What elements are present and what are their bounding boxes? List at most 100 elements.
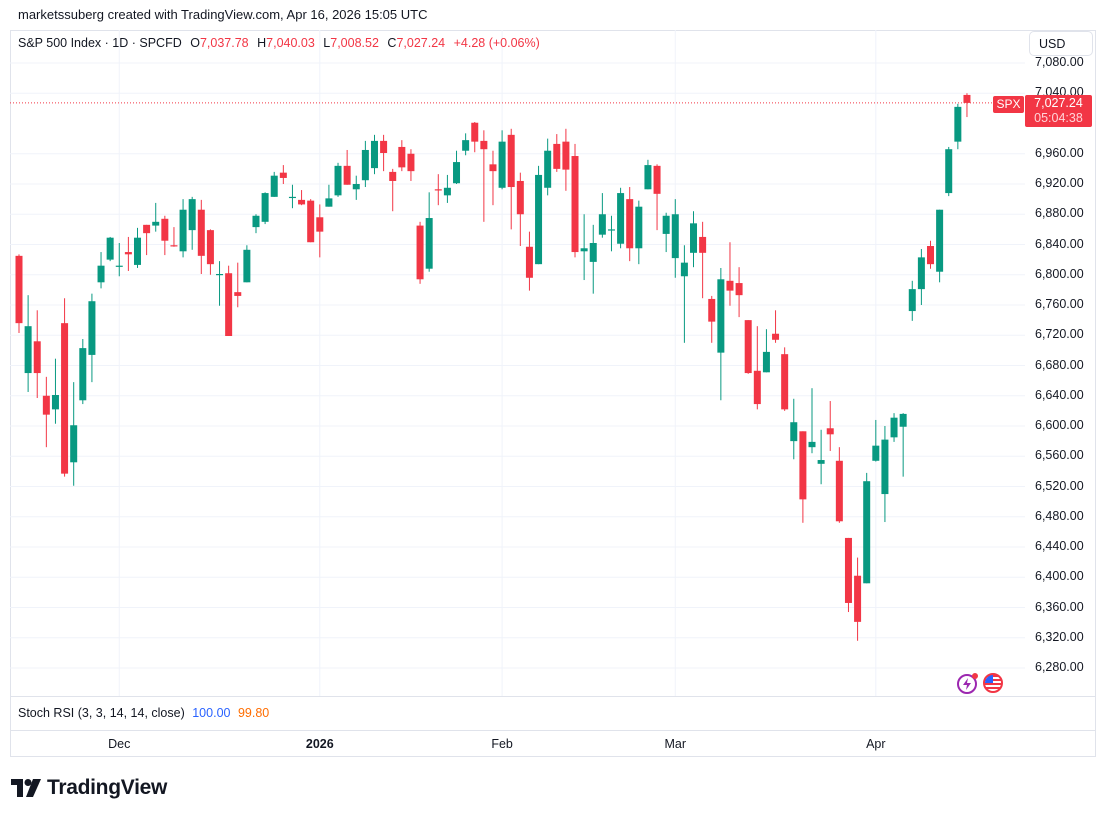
candle-up <box>24 326 32 374</box>
high-value: 7,040.03 <box>266 36 315 50</box>
candle-up <box>453 162 461 184</box>
last-price-value: 7,027.24 <box>1034 96 1083 110</box>
time-tick-label: Feb <box>491 737 513 751</box>
candle-up <box>662 215 670 234</box>
candle-up <box>607 229 615 231</box>
candle-down <box>826 428 834 435</box>
candle-up <box>97 265 105 283</box>
candle-up <box>179 209 187 252</box>
candle-up <box>243 249 251 283</box>
candle-down <box>197 209 205 256</box>
candle-up <box>188 199 196 231</box>
time-tick-label: Dec <box>108 737 131 751</box>
candle-down <box>389 171 397 181</box>
candle-up <box>617 193 625 244</box>
candle-down <box>480 140 488 150</box>
symbol-title[interactable]: S&P 500 Index · 1D · SPCFD <box>18 36 182 50</box>
candle-down <box>434 189 442 191</box>
time-tick-label: Mar <box>664 737 687 751</box>
candle-up <box>936 209 944 272</box>
candle-up <box>580 248 588 252</box>
candle-up <box>334 165 342 196</box>
candle-down <box>416 225 424 280</box>
candle-down <box>735 283 743 296</box>
candle-up <box>261 193 269 222</box>
candle-down <box>33 341 41 374</box>
candle-down <box>699 236 707 253</box>
candle-down <box>799 431 807 500</box>
candle-down <box>571 156 579 253</box>
candle-up <box>890 417 898 438</box>
price-pane[interactable] <box>10 30 1025 696</box>
currency-button[interactable]: USD <box>1029 31 1093 56</box>
last-price-box: 7,027.24 05:04:38 <box>1025 95 1092 127</box>
candle-down <box>471 122 479 142</box>
candle-down <box>206 230 214 265</box>
candle-up <box>288 196 296 199</box>
candle-down <box>42 395 50 415</box>
price-tick-label: 6,760.00 <box>1035 297 1084 311</box>
candle-up <box>370 140 378 169</box>
open-value: 7,037.78 <box>199 36 249 50</box>
candle-up <box>872 445 880 461</box>
price-tick-label: 6,600.00 <box>1035 418 1084 432</box>
time-axis-separator <box>10 730 1096 731</box>
candle-up <box>51 394 59 410</box>
candle-down <box>489 164 497 172</box>
candle-up <box>908 289 916 312</box>
price-tick-label: 6,920.00 <box>1035 176 1084 190</box>
candlestick-chart[interactable] <box>10 30 1025 696</box>
open-label: O <box>190 36 200 50</box>
candle-down <box>61 323 69 474</box>
price-tick-label: 6,280.00 <box>1035 660 1084 674</box>
candle-down <box>170 245 178 247</box>
bar-countdown: 05:04:38 <box>1034 111 1083 125</box>
candle-down <box>726 280 734 291</box>
candle-down <box>835 460 843 522</box>
candle-down <box>772 333 780 340</box>
time-tick-label: 2026 <box>305 737 334 751</box>
time-tick-label: Apr <box>866 737 886 751</box>
candle-down <box>407 153 415 172</box>
symbol-legend: S&P 500 Index · 1D · SPCFD O7,037.78 H7,… <box>18 36 540 50</box>
price-tick-label: 6,680.00 <box>1035 357 1084 372</box>
candle-down <box>708 298 716 322</box>
candle-down <box>15 255 23 324</box>
pane-separator[interactable] <box>10 696 1096 697</box>
tradingview-logo[interactable]: TradingView <box>11 776 167 800</box>
change-value: +4.28 (+0.06%) <box>453 36 540 50</box>
chart-frame <box>10 30 1096 757</box>
candle-down <box>562 141 570 170</box>
stoch-k-value: 100.00 <box>192 706 231 720</box>
close-value: 7,027.24 <box>396 36 446 50</box>
indicator-name[interactable]: Stoch RSI (3, 3, 14, 14, close) <box>18 706 185 720</box>
candle-up <box>671 214 679 259</box>
price-tick-label: 6,520.00 <box>1035 478 1084 493</box>
candle-up <box>352 184 360 190</box>
candle-up <box>680 262 688 277</box>
price-tick-label: 6,800.00 <box>1035 266 1084 281</box>
price-tick-label: 7,080.00 <box>1035 55 1084 69</box>
candle-down <box>516 180 524 215</box>
candle-up <box>690 223 698 253</box>
candle-up <box>717 279 725 353</box>
candle-up <box>133 237 141 265</box>
price-tick-label: 6,880.00 <box>1035 206 1084 221</box>
candle-up <box>115 265 123 267</box>
candle-up <box>535 174 543 265</box>
price-tick-label: 6,960.00 <box>1035 145 1084 160</box>
candle-up <box>498 141 506 188</box>
candle-up <box>790 422 798 442</box>
candle-up <box>899 413 907 427</box>
candle-down <box>161 218 169 241</box>
price-tick-label: 6,720.00 <box>1035 327 1084 342</box>
candle-up <box>644 165 652 190</box>
candle-up <box>152 221 160 226</box>
candle-up <box>589 242 597 262</box>
us-flag-icon[interactable] <box>983 673 1003 693</box>
tradingview-logo-icon <box>11 779 41 797</box>
lightning-icon[interactable] <box>957 673 978 694</box>
high-label: H <box>257 36 267 50</box>
candle-up <box>70 425 78 463</box>
candle-up <box>635 206 643 249</box>
